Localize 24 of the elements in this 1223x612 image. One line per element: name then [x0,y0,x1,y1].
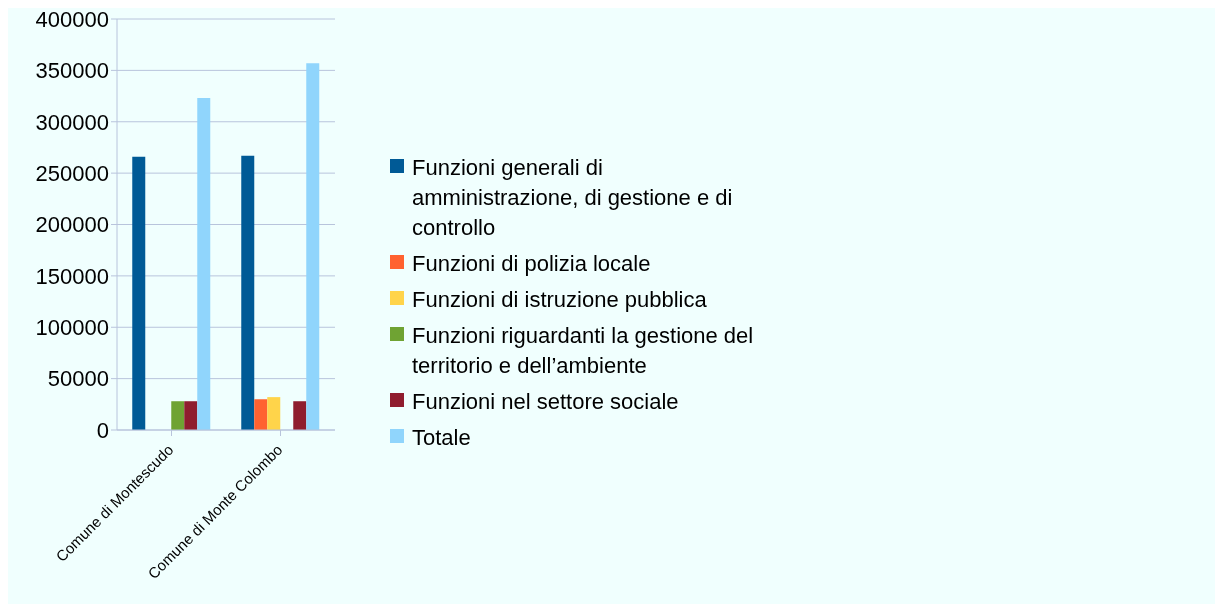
y-tick-label: 200000 [35,212,109,238]
y-tick-label: 100000 [35,315,109,341]
y-tick-label: 300000 [35,109,109,135]
legend-label: Funzioni nel settore sociale [412,388,679,416]
legend-label: Funzioni generali di amministrazione, di gestione e di controllo [412,154,734,242]
y-tick-label: 0 [96,417,109,443]
bar [132,156,146,430]
bar [267,397,281,430]
legend-label: Funzioni riguardanti la gestione del territorio e dell’ambiente [412,322,755,380]
legend-label: Totale [412,424,471,452]
legend-label: Funzioni di polizia locale [412,250,651,278]
y-tick-label: 50000 [47,366,109,392]
y-tick-label: 350000 [35,58,109,84]
bar [241,155,255,430]
bar [254,399,268,430]
bar [306,63,320,430]
y-tick-label: 150000 [35,263,109,289]
y-tick-label: 250000 [35,160,109,186]
legend-label: Funzioni di istruzione pubblica [412,286,707,314]
bar [293,401,307,430]
bar [171,401,185,430]
bar [184,401,198,430]
y-tick-label: 400000 [35,6,109,32]
bar [197,98,211,430]
